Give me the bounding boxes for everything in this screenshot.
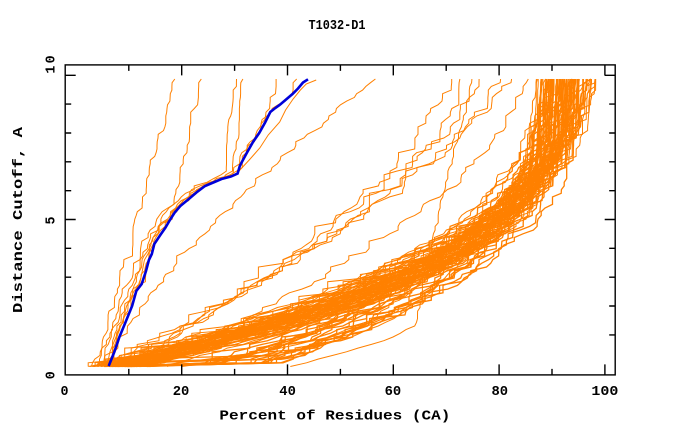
svg-text:60: 60	[385, 384, 402, 400]
svg-text:0: 0	[61, 384, 69, 400]
svg-text:0: 0	[44, 371, 60, 379]
svg-text:1: 1	[44, 66, 60, 74]
svg-text:0: 0	[44, 55, 60, 63]
svg-text:20: 20	[173, 384, 190, 400]
svg-text:Distance Cutoff, A: Distance Cutoff, A	[11, 126, 27, 313]
svg-text:40: 40	[279, 384, 296, 400]
svg-text:T1032-D1: T1032-D1	[309, 18, 366, 34]
svg-text:Percent of Residues (CA): Percent of Residues (CA)	[219, 409, 450, 425]
svg-text:100: 100	[591, 384, 618, 400]
svg-text:80: 80	[492, 384, 509, 400]
svg-text:5: 5	[44, 217, 60, 225]
